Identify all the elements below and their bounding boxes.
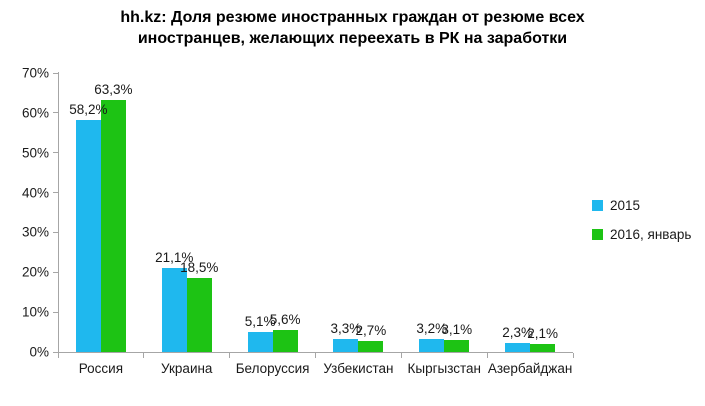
bar-value-label: 3,3%	[330, 321, 362, 336]
bar-value-label: 5,6%	[269, 312, 301, 327]
legend-label: 2015	[610, 198, 641, 213]
bar	[100, 100, 126, 352]
legend: 2015 2016, январь	[592, 198, 691, 242]
x-axis-tick	[57, 353, 59, 358]
bar-value-label: 2,7%	[355, 323, 387, 338]
bar	[247, 332, 273, 352]
bar	[161, 268, 187, 352]
y-axis-tick-label: 30%	[21, 224, 49, 240]
legend-swatch	[592, 200, 603, 211]
y-axis-tick	[53, 112, 58, 114]
x-axis-tick	[400, 353, 402, 358]
x-axis-category-label: Азербайджан	[487, 361, 573, 376]
x-axis-tick	[143, 353, 145, 358]
bar	[186, 278, 212, 352]
x-axis-tick	[315, 353, 316, 358]
x-axis-line	[58, 352, 573, 353]
x-axis-category-label: Белоруссия	[235, 361, 310, 376]
x-axis-category-label: Украина	[161, 361, 213, 376]
y-axis-tick	[53, 351, 58, 353]
bar-value-label: 5,1%	[244, 314, 276, 329]
bar	[444, 340, 470, 352]
y-axis-tick-label: 60%	[21, 105, 49, 121]
y-axis-tick	[53, 311, 58, 313]
x-axis-tick	[572, 353, 574, 358]
bar-value-label: 63,3%	[94, 82, 133, 97]
legend-item: 2016, январь	[592, 227, 691, 242]
legend-label: 2016, январь	[610, 227, 692, 242]
y-axis-line	[58, 72, 59, 352]
bar	[505, 343, 531, 352]
x-axis-category-label: Кыргызстан	[407, 361, 482, 376]
bar	[419, 339, 445, 352]
bar	[530, 344, 556, 352]
bar	[75, 120, 101, 352]
bar-value-label: 3,1%	[441, 322, 473, 337]
bar	[333, 339, 359, 352]
legend-item: 2015	[592, 198, 691, 213]
bar-value-label: 2,3%	[502, 325, 533, 340]
y-axis-tick	[53, 72, 58, 74]
y-axis-tick	[53, 152, 58, 154]
x-axis-tick	[486, 353, 488, 358]
y-axis-tick-label: 70%	[21, 65, 49, 81]
x-axis-category-label: Узбекистан	[323, 361, 394, 376]
x-axis-category-label: Россия	[78, 361, 124, 376]
y-axis-tick	[53, 231, 58, 233]
bar	[272, 330, 298, 352]
bar-value-label: 2,1%	[527, 326, 558, 341]
y-axis-tick-label: 0%	[29, 344, 49, 360]
y-axis-tick-label: 40%	[21, 185, 49, 201]
y-axis-tick	[53, 271, 58, 273]
bar-value-label: 21,1%	[155, 250, 194, 265]
legend-swatch	[592, 229, 603, 240]
y-axis-tick	[53, 192, 58, 194]
y-axis-tick-label: 50%	[21, 145, 49, 161]
bar-value-label: 3,2%	[416, 321, 448, 336]
plot-area: 0% 10% 20% 30% 40% 50% 60% 70% 58,2% 63,3% Россия 2…	[22, 66, 574, 376]
y-axis-tick-label: 20%	[21, 264, 49, 280]
bar	[358, 341, 384, 352]
bar-value-label: 18,5%	[180, 260, 219, 275]
bar-value-label: 58,2%	[69, 102, 108, 117]
x-axis-tick	[229, 353, 231, 358]
y-axis-tick-label: 10%	[21, 304, 49, 320]
chart-title: hh.kz: Доля резюме иностранных граждан о…	[120, 9, 585, 48]
